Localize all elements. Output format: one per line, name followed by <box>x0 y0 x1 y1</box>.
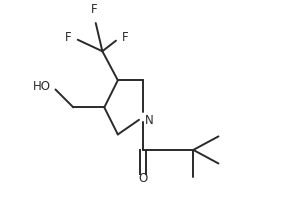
Text: F: F <box>91 3 98 16</box>
Text: O: O <box>138 173 148 185</box>
Text: F: F <box>122 31 129 44</box>
Text: N: N <box>145 114 154 127</box>
Text: HO: HO <box>33 80 51 93</box>
Text: F: F <box>64 31 71 44</box>
